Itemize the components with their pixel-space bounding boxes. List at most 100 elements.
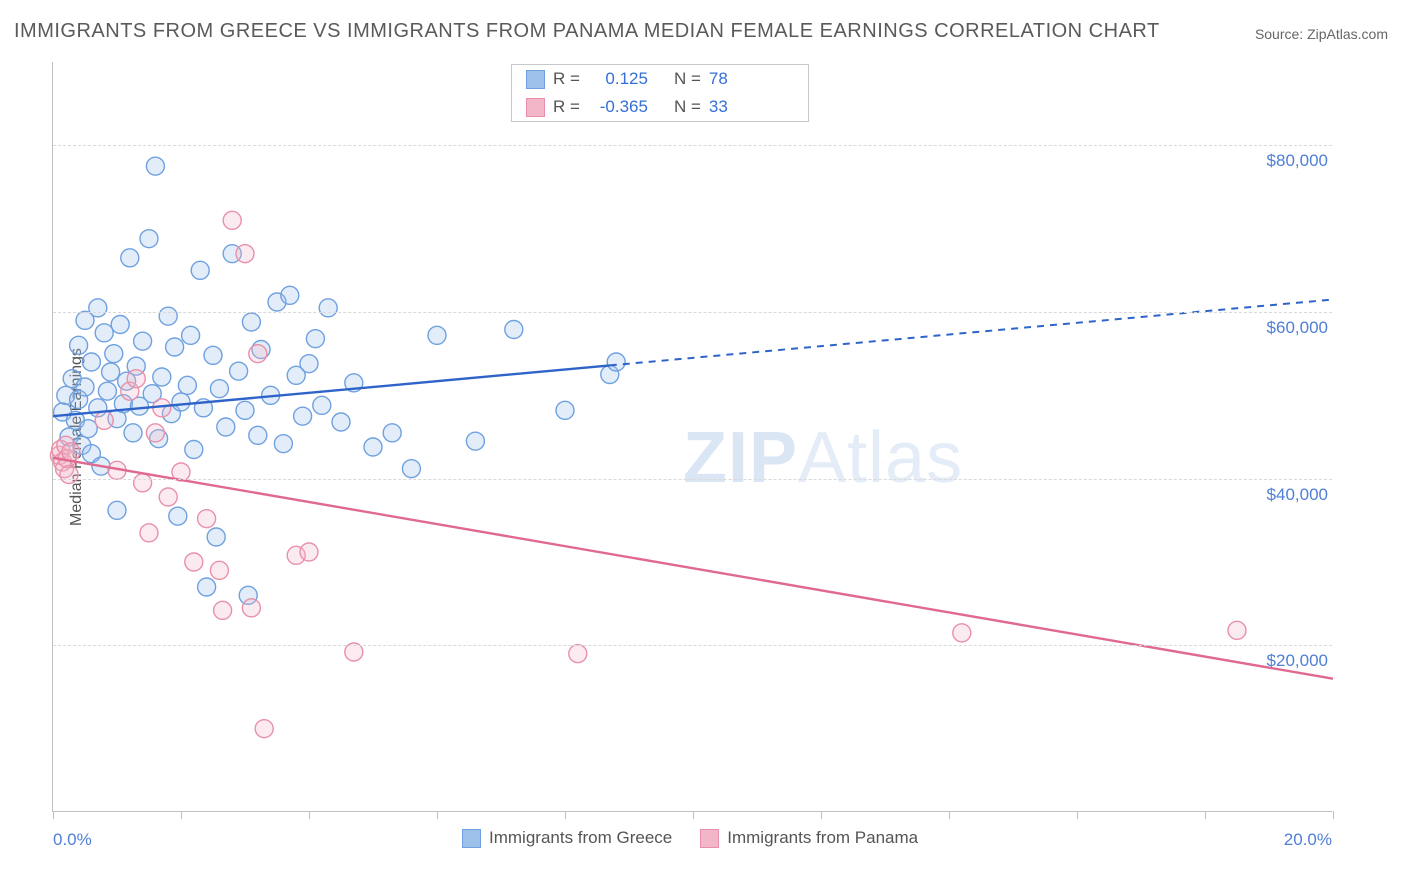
point-greece [111, 316, 129, 334]
point-greece [82, 353, 100, 371]
x-tick [565, 811, 566, 819]
point-panama [236, 245, 254, 263]
point-panama [185, 553, 203, 571]
point-greece [230, 362, 248, 380]
point-greece [242, 313, 260, 331]
point-greece [105, 345, 123, 363]
point-greece [124, 424, 142, 442]
source-attribution: Source: ZipAtlas.com [1255, 26, 1388, 42]
x-tick [437, 811, 438, 819]
point-greece [281, 286, 299, 304]
point-greece [172, 393, 190, 411]
point-greece [313, 396, 331, 414]
y-tick-label: $60,000 [1267, 318, 1328, 338]
y-tick-label: $40,000 [1267, 485, 1328, 505]
point-greece [505, 321, 523, 339]
point-greece [140, 230, 158, 248]
point-greece [428, 326, 446, 344]
point-panama [62, 443, 80, 461]
x-tick-label: 0.0% [53, 830, 92, 850]
y-tick-label: $80,000 [1267, 151, 1328, 171]
x-tick [949, 811, 950, 819]
point-panama [1228, 621, 1246, 639]
legend-label-greece: Immigrants from Greece [489, 828, 672, 848]
point-panama [300, 543, 318, 561]
point-greece [294, 407, 312, 425]
x-tick [53, 811, 54, 819]
legend-label-panama: Immigrants from Panama [727, 828, 918, 848]
point-panama [95, 411, 113, 429]
point-greece [153, 368, 171, 386]
regression-greece-extrapolated [610, 300, 1333, 366]
point-greece [166, 338, 184, 356]
gridline [53, 312, 1332, 313]
y-tick-label: $20,000 [1267, 651, 1328, 671]
point-greece [76, 378, 94, 396]
point-greece [108, 501, 126, 519]
point-greece [207, 528, 225, 546]
point-greece [607, 353, 625, 371]
point-greece [178, 376, 196, 394]
point-greece [134, 332, 152, 350]
chart-title: IMMIGRANTS FROM GREECE VS IMMIGRANTS FRO… [14, 20, 1160, 43]
point-panama [146, 424, 164, 442]
swatch-panama-bottom [700, 829, 719, 848]
gridline [53, 479, 1332, 480]
point-greece [402, 460, 420, 478]
point-panama [569, 645, 587, 663]
point-greece [236, 401, 254, 419]
point-panama [159, 488, 177, 506]
x-tick-label: 20.0% [1284, 830, 1332, 850]
point-panama [249, 345, 267, 363]
x-tick [181, 811, 182, 819]
point-greece [274, 435, 292, 453]
point-greece [198, 578, 216, 596]
plot-area: Median Female Earnings ZIPAtlas R = 0.12… [52, 62, 1332, 812]
x-tick [821, 811, 822, 819]
point-greece [70, 336, 88, 354]
point-panama [134, 474, 152, 492]
point-panama [255, 720, 273, 738]
point-greece [89, 299, 107, 317]
swatch-greece-bottom [462, 829, 481, 848]
point-greece [191, 261, 209, 279]
series-legend: Immigrants from Greece Immigrants from P… [462, 828, 918, 848]
point-greece [249, 426, 267, 444]
point-greece [121, 249, 139, 267]
legend-item-greece: Immigrants from Greece [462, 828, 672, 848]
point-greece [319, 299, 337, 317]
point-greece [95, 324, 113, 342]
x-tick [1077, 811, 1078, 819]
point-panama [242, 599, 260, 617]
point-greece [146, 157, 164, 175]
x-tick [1205, 811, 1206, 819]
gridline [53, 645, 1332, 646]
legend-item-panama: Immigrants from Panama [700, 828, 918, 848]
point-panama [198, 510, 216, 528]
point-greece [364, 438, 382, 456]
point-greece [210, 380, 228, 398]
x-tick [1333, 811, 1334, 819]
point-greece [332, 413, 350, 431]
point-greece [204, 346, 222, 364]
point-panama [60, 466, 78, 484]
point-panama [953, 624, 971, 642]
point-greece [185, 441, 203, 459]
point-greece [300, 355, 318, 373]
point-greece [306, 330, 324, 348]
point-panama [214, 601, 232, 619]
point-greece [556, 401, 574, 419]
point-greece [182, 326, 200, 344]
point-panama [223, 211, 241, 229]
point-greece [466, 432, 484, 450]
point-greece [159, 307, 177, 325]
point-greece [79, 420, 97, 438]
point-panama [140, 524, 158, 542]
point-greece [102, 363, 120, 381]
point-greece [383, 424, 401, 442]
chart-svg [53, 62, 1332, 811]
point-greece [169, 507, 187, 525]
point-greece [217, 418, 235, 436]
point-panama [127, 370, 145, 388]
gridline [53, 145, 1332, 146]
